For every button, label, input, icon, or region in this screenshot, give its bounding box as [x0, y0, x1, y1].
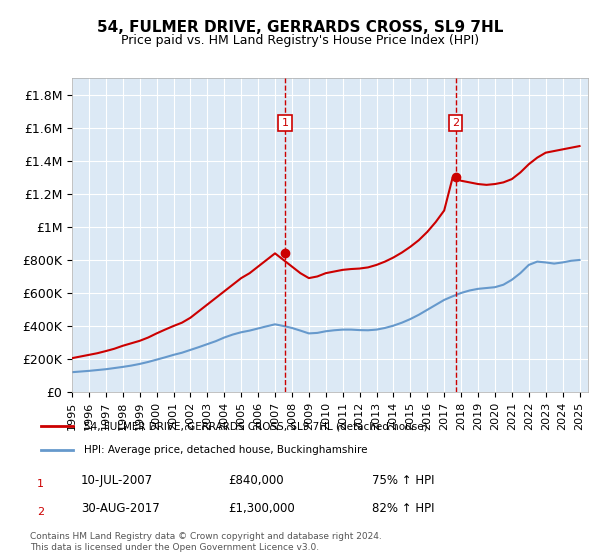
Text: 2: 2 — [452, 118, 459, 128]
Text: Contains HM Land Registry data © Crown copyright and database right 2024.
This d: Contains HM Land Registry data © Crown c… — [30, 532, 382, 552]
Text: £840,000: £840,000 — [228, 474, 284, 487]
Text: 82% ↑ HPI: 82% ↑ HPI — [372, 502, 434, 515]
Text: 10-JUL-2007: 10-JUL-2007 — [81, 474, 153, 487]
Text: 54, FULMER DRIVE, GERRARDS CROSS, SL9 7HL (detached house): 54, FULMER DRIVE, GERRARDS CROSS, SL9 7H… — [84, 421, 428, 431]
Text: £1,300,000: £1,300,000 — [228, 502, 295, 515]
Text: 30-AUG-2017: 30-AUG-2017 — [81, 502, 160, 515]
Text: 2: 2 — [37, 507, 44, 517]
Text: 54, FULMER DRIVE, GERRARDS CROSS, SL9 7HL: 54, FULMER DRIVE, GERRARDS CROSS, SL9 7H… — [97, 20, 503, 35]
Text: 1: 1 — [37, 479, 44, 489]
Text: HPI: Average price, detached house, Buckinghamshire: HPI: Average price, detached house, Buck… — [84, 445, 367, 455]
Text: 75% ↑ HPI: 75% ↑ HPI — [372, 474, 434, 487]
Text: Price paid vs. HM Land Registry's House Price Index (HPI): Price paid vs. HM Land Registry's House … — [121, 34, 479, 46]
Text: 1: 1 — [281, 118, 289, 128]
